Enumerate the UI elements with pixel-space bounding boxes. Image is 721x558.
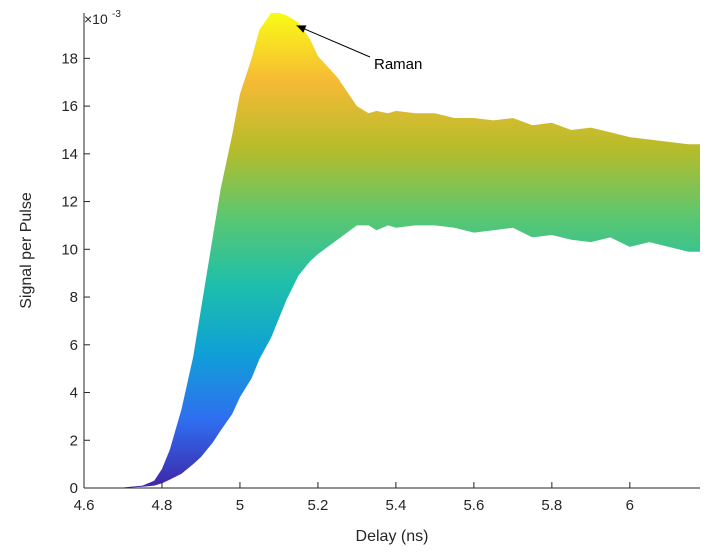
x-axis-ticks: 4.6 4.8 5 5.2 5.4 5.6 5.8 6 xyxy=(74,482,634,514)
x-tick-label: 4.8 xyxy=(152,497,173,514)
x-tick-label: 5.6 xyxy=(463,497,484,514)
y-tick-label: 0 xyxy=(70,480,78,497)
y-tick-label: 8 xyxy=(70,289,78,306)
y-tick-label: 4 xyxy=(70,385,78,402)
y-tick-label: 16 xyxy=(61,98,78,115)
y-tick-label: 14 xyxy=(61,146,78,163)
area-layer xyxy=(84,13,700,488)
annotation-arrow-line xyxy=(296,25,371,58)
x-tick-label: 5.2 xyxy=(307,497,328,514)
axes xyxy=(83,13,700,489)
y-axis-exponent: ×10 -3 xyxy=(84,9,121,27)
annotation-label: Raman xyxy=(374,56,422,73)
annotation-arrow-head xyxy=(296,25,307,33)
y-tick-label: 12 xyxy=(61,194,78,211)
y-axis-label: Signal per Pulse xyxy=(18,192,35,309)
y-tick-label: 2 xyxy=(70,432,78,449)
y-tick-label: 6 xyxy=(70,337,78,354)
y-exponent-power: -3 xyxy=(112,9,121,20)
y-axis-ticks: 0 2 4 6 8 10 12 14 16 18 xyxy=(61,50,90,497)
x-tick-label: 5.4 xyxy=(385,497,406,514)
annotations: Raman xyxy=(296,25,422,73)
y-exponent-base: ×10 xyxy=(84,11,108,27)
signal-band-area xyxy=(84,13,700,488)
x-tick-label: 5 xyxy=(236,497,244,514)
x-tick-label: 6 xyxy=(626,497,634,514)
y-tick-label: 18 xyxy=(61,50,78,67)
y-tick-label: 10 xyxy=(61,241,78,258)
x-tick-label: 5.8 xyxy=(541,497,562,514)
x-tick-label: 4.6 xyxy=(74,497,95,514)
x-axis-label: Delay (ns) xyxy=(356,528,429,545)
